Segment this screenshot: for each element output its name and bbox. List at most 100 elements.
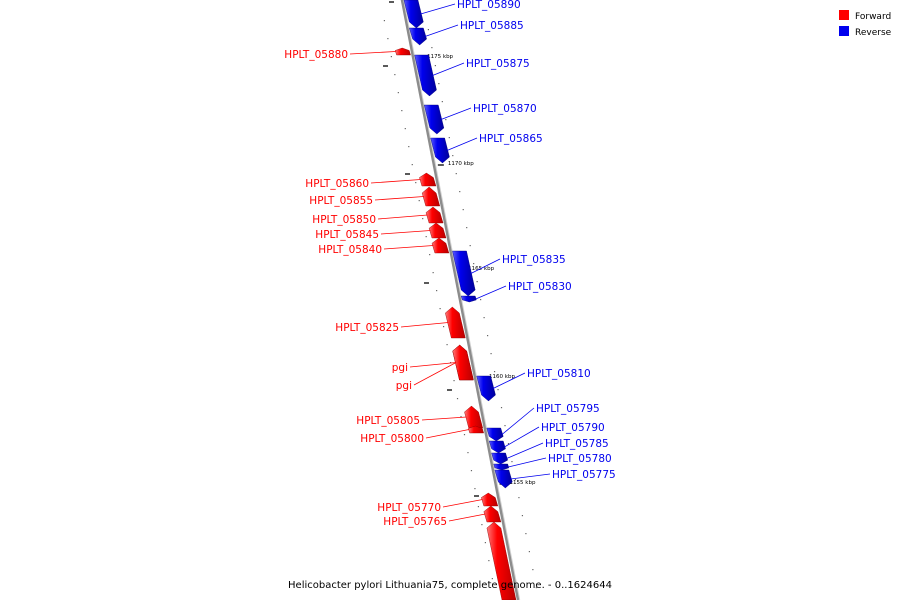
scale-dot xyxy=(466,227,468,229)
gene-label: HPLT_05860 xyxy=(305,178,369,190)
gene-label: HPLT_05830 xyxy=(508,281,572,293)
scale-dot xyxy=(460,416,462,418)
scale-dot xyxy=(455,173,457,175)
gene-label-leader xyxy=(440,107,472,120)
gene-label: HPLT_05840 xyxy=(318,244,382,256)
gene-label-leader xyxy=(510,473,551,480)
gene-label-leader xyxy=(492,372,526,389)
scale-dot xyxy=(422,218,424,220)
gene-label: HPLT_05875 xyxy=(466,58,530,70)
gene-label-leader xyxy=(425,429,470,439)
scale-dot xyxy=(497,389,499,391)
gene-label-leader xyxy=(501,407,535,435)
gene-label: HPLT_05800 xyxy=(360,433,424,445)
gene-forward-arrow xyxy=(394,47,411,56)
scale-tick-label: 1175 kbp xyxy=(427,54,453,60)
scale-dot xyxy=(429,254,431,256)
scale-dot xyxy=(507,443,510,445)
gene-reverse-arrow xyxy=(491,452,508,465)
backbone-line xyxy=(400,0,520,600)
scale-dot xyxy=(525,533,527,535)
scale-dot xyxy=(514,479,517,481)
scale-dot xyxy=(449,362,452,364)
scale-dot xyxy=(469,245,471,247)
legend-reverse-swatch xyxy=(839,26,849,36)
scale-dot xyxy=(474,488,476,490)
gene-label: HPLT_05890 xyxy=(457,0,521,11)
scale-tick-label: 1155 kbp xyxy=(510,480,536,486)
scale-dot xyxy=(438,83,440,85)
scale-dot xyxy=(408,146,410,148)
gene-label: HPLT_05865 xyxy=(479,133,543,145)
gene-label: HPLT_05810 xyxy=(527,368,591,380)
scale-dot xyxy=(434,65,436,67)
gene-forward-arrow xyxy=(486,521,517,600)
scale-dot xyxy=(488,560,490,562)
scale-dot xyxy=(518,497,520,499)
gene-label-leader xyxy=(370,179,421,184)
scale-dot xyxy=(390,56,392,58)
scale-dot xyxy=(456,398,459,400)
gene-label-leader xyxy=(420,3,456,15)
scale-dot xyxy=(415,182,417,184)
scale-dot xyxy=(445,119,447,121)
gene-label-leader xyxy=(413,362,457,386)
scale-dot xyxy=(452,155,454,157)
scale-dot xyxy=(436,290,438,292)
scale-dot xyxy=(427,29,430,31)
scale-dot xyxy=(425,236,427,238)
scale-dot xyxy=(387,38,389,40)
gene-reverse-arrow xyxy=(409,27,427,46)
map-caption: Helicobacter pylori Lithuania75, complet… xyxy=(288,580,612,591)
gene-forward-arrow xyxy=(481,492,499,507)
scale-tick-label: 1170 kbp xyxy=(448,161,474,167)
gene-label-leader xyxy=(442,499,483,508)
gene-label-leader xyxy=(506,442,544,459)
legend-reverse-label: Reverse xyxy=(855,28,892,38)
scale-dot xyxy=(490,353,492,355)
gene-forward-arrow xyxy=(445,306,466,339)
gene-forward-arrow xyxy=(419,172,437,187)
gene-label: pgi xyxy=(392,362,408,374)
gene-label-leader xyxy=(349,51,396,55)
gene-label-leader xyxy=(421,416,467,421)
scale-dot xyxy=(477,506,480,508)
gene-label-leader xyxy=(409,362,457,368)
scale-dot xyxy=(446,344,448,346)
gene-forward-arrow xyxy=(452,344,474,381)
gene-label: HPLT_05885 xyxy=(460,20,524,32)
gene-label-leader xyxy=(383,245,434,250)
gene-label: HPLT_05870 xyxy=(473,103,537,115)
gene-label: HPLT_05880 xyxy=(284,49,348,61)
scale-dot xyxy=(473,263,475,265)
gene-reverse-arrow xyxy=(430,137,450,164)
scale-dot xyxy=(481,524,483,526)
scale-dot xyxy=(432,272,434,274)
gene-label: HPLT_05775 xyxy=(552,469,616,481)
legend-forward-swatch xyxy=(839,10,849,20)
scale-dot xyxy=(467,452,469,454)
gene-forward-arrow xyxy=(425,206,444,224)
gene-label: HPLT_05825 xyxy=(335,322,399,334)
gene-label-leader xyxy=(504,426,540,448)
gene-forward-arrow xyxy=(483,505,502,523)
gene-label-leader xyxy=(470,258,501,274)
scale-dot xyxy=(418,200,420,202)
gene-label-leader xyxy=(374,196,424,201)
gene-reverse-arrow xyxy=(414,54,437,97)
scale-dots xyxy=(383,20,537,589)
gene-labels: HPLT_05890 HPLT_05885 HPLT_05880 HPLT_05875… xyxy=(284,0,615,528)
scale-dot xyxy=(442,326,445,328)
gene-forward-arrow xyxy=(468,425,484,434)
gene-label: HPLT_05795 xyxy=(536,403,600,415)
scale-dot xyxy=(504,425,506,427)
gene-label-leader xyxy=(380,230,431,235)
scale-dot xyxy=(404,128,406,130)
gene-label-leader xyxy=(400,322,449,328)
scale-tick-label: 1165 kbp xyxy=(468,266,494,272)
gene-label-leader xyxy=(432,62,465,76)
scale-dot xyxy=(462,209,464,211)
scale-dot xyxy=(441,101,443,103)
gene-label: pgi xyxy=(396,380,412,392)
